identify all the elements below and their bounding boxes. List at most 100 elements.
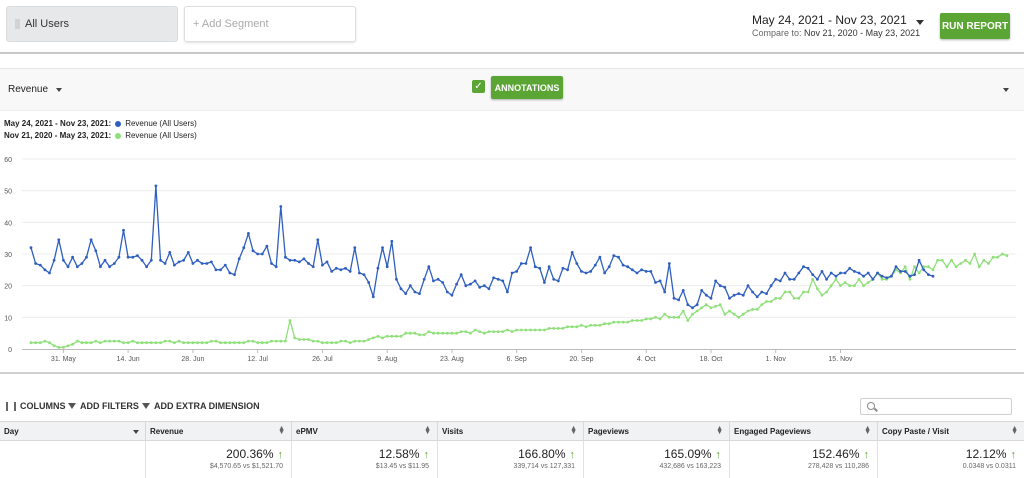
add-extra-dimension-button[interactable]: ADD EXTRA DIMENSION (142, 401, 260, 411)
data-point (186, 251, 190, 254)
data-point (501, 279, 505, 283)
data-point (210, 260, 213, 264)
data-point (34, 262, 37, 265)
data-point (552, 277, 556, 281)
segment-all-users[interactable]: All Users (6, 6, 178, 42)
legend-series-name: Revenue (All Users) (125, 119, 197, 128)
data-point (672, 296, 676, 300)
data-point (922, 268, 926, 272)
x-tick-label: 23. Aug (440, 356, 464, 363)
data-point (954, 265, 958, 269)
data-point (686, 303, 690, 307)
data-point (820, 270, 824, 273)
x-tick-label: 9. Aug (377, 356, 397, 363)
segment-label: All Users (25, 18, 70, 30)
data-point (496, 277, 500, 281)
table-search-input[interactable] (860, 398, 1012, 415)
data-point (205, 341, 209, 345)
data-point (311, 339, 315, 343)
data-point (543, 328, 546, 332)
column-header-copy-paste-visit[interactable]: Copy Paste / Visit ▲ ▼ (878, 422, 1024, 441)
data-point (367, 281, 371, 284)
sort-icon[interactable]: ▲ ▼ (424, 425, 431, 436)
run-report-button[interactable]: RUN REPORT (940, 13, 1010, 39)
data-point (626, 320, 630, 324)
data-point (640, 319, 643, 322)
drag-handle-icon[interactable] (15, 19, 20, 29)
data-point (728, 309, 731, 313)
panel-collapse-icon[interactable] (1003, 88, 1009, 92)
data-point (223, 341, 227, 345)
data-point (29, 246, 33, 250)
data-point (880, 274, 884, 278)
data-point (376, 334, 380, 338)
sort-icon[interactable]: ▲ ▼ (278, 425, 285, 436)
compare-range[interactable]: Compare to: Nov 21, 2020 - May 23, 2021 (752, 28, 920, 38)
data-point (381, 246, 384, 250)
add-segment-button[interactable]: + Add Segment (184, 6, 356, 42)
column-header-label: Pageviews (588, 427, 629, 436)
summary-cell-visits: 166.80% ↑ 339,714 vs 127,331 (438, 441, 584, 478)
data-point (459, 330, 463, 333)
data-point (154, 341, 158, 345)
chevron-down-icon[interactable] (916, 20, 924, 25)
revenue-line-chart[interactable]: 0 10 20 30 40 50 60 31. May 14. Jun 28. Jun 12. Ju… (0, 153, 1024, 363)
data-point (658, 317, 662, 321)
column-header-day[interactable]: Day (0, 422, 146, 441)
data-point (136, 341, 139, 345)
data-point (52, 344, 56, 348)
annotations-checkbox[interactable]: ✓ (472, 80, 485, 93)
legend-item-previous[interactable]: Nov 21, 2020 - May 23, 2021: Revenue (Al… (4, 131, 197, 140)
data-point (700, 289, 704, 292)
column-header-visits[interactable]: Visits ▲ ▼ (438, 422, 584, 441)
chevron-down-icon[interactable] (133, 430, 139, 434)
data-point (173, 341, 176, 345)
date-range-picker[interactable]: May 24, 2021 - Nov 23, 2021 (752, 13, 907, 27)
data-point (385, 334, 389, 338)
sort-icon[interactable]: ▲ ▼ (716, 425, 723, 436)
data-point (584, 271, 588, 275)
data-point (598, 323, 602, 327)
sort-icon[interactable]: ▲ ▼ (1011, 425, 1018, 436)
data-point (145, 341, 149, 345)
data-point (704, 293, 708, 297)
data-point (566, 268, 569, 272)
column-header-engaged-pageviews[interactable]: Engaged Pageviews ▲ ▼ (730, 422, 878, 441)
data-point (348, 341, 352, 345)
data-point (802, 265, 805, 269)
data-point (168, 339, 172, 343)
annotations-button[interactable]: ANNOTATIONS (491, 76, 563, 99)
columns-button[interactable]: COLUMNS (6, 401, 66, 411)
column-header-label: Visits (442, 427, 464, 436)
metric-select[interactable]: Revenue (8, 84, 63, 95)
data-point (43, 268, 47, 272)
data-point (760, 303, 764, 307)
data-point (519, 328, 523, 332)
data-point (672, 315, 676, 319)
data-point (765, 300, 768, 303)
data-point (607, 322, 611, 326)
data-point (843, 271, 847, 275)
data-point (746, 309, 750, 313)
data-point (552, 327, 556, 330)
data-point (506, 290, 509, 294)
data-point (709, 296, 713, 300)
data-point (626, 265, 630, 269)
summary-percent: 200.36% (226, 447, 274, 461)
column-header-pageviews[interactable]: Pageviews ▲ ▼ (584, 422, 730, 441)
sort-icon[interactable]: ▲ ▼ (570, 425, 577, 436)
data-point (718, 303, 722, 307)
data-point (778, 279, 782, 283)
column-header-epmv[interactable]: ePMV ▲ ▼ (292, 422, 438, 441)
data-point (293, 336, 297, 340)
column-header-revenue[interactable]: Revenue ▲ ▼ (146, 422, 292, 441)
data-point (284, 339, 287, 343)
y-tick-label: 40 (4, 220, 12, 227)
data-point (788, 290, 791, 294)
summary-comparison: 432,686 vs 163,223 (659, 463, 722, 470)
sort-icon[interactable]: ▲ ▼ (864, 425, 871, 436)
add-filters-button[interactable]: ADD FILTERS (68, 401, 139, 411)
x-tick-label: 15. Nov (828, 356, 853, 363)
legend-item-current[interactable]: May 24, 2021 - Nov 23, 2021: Revenue (Al… (4, 119, 197, 128)
data-point (210, 339, 213, 343)
